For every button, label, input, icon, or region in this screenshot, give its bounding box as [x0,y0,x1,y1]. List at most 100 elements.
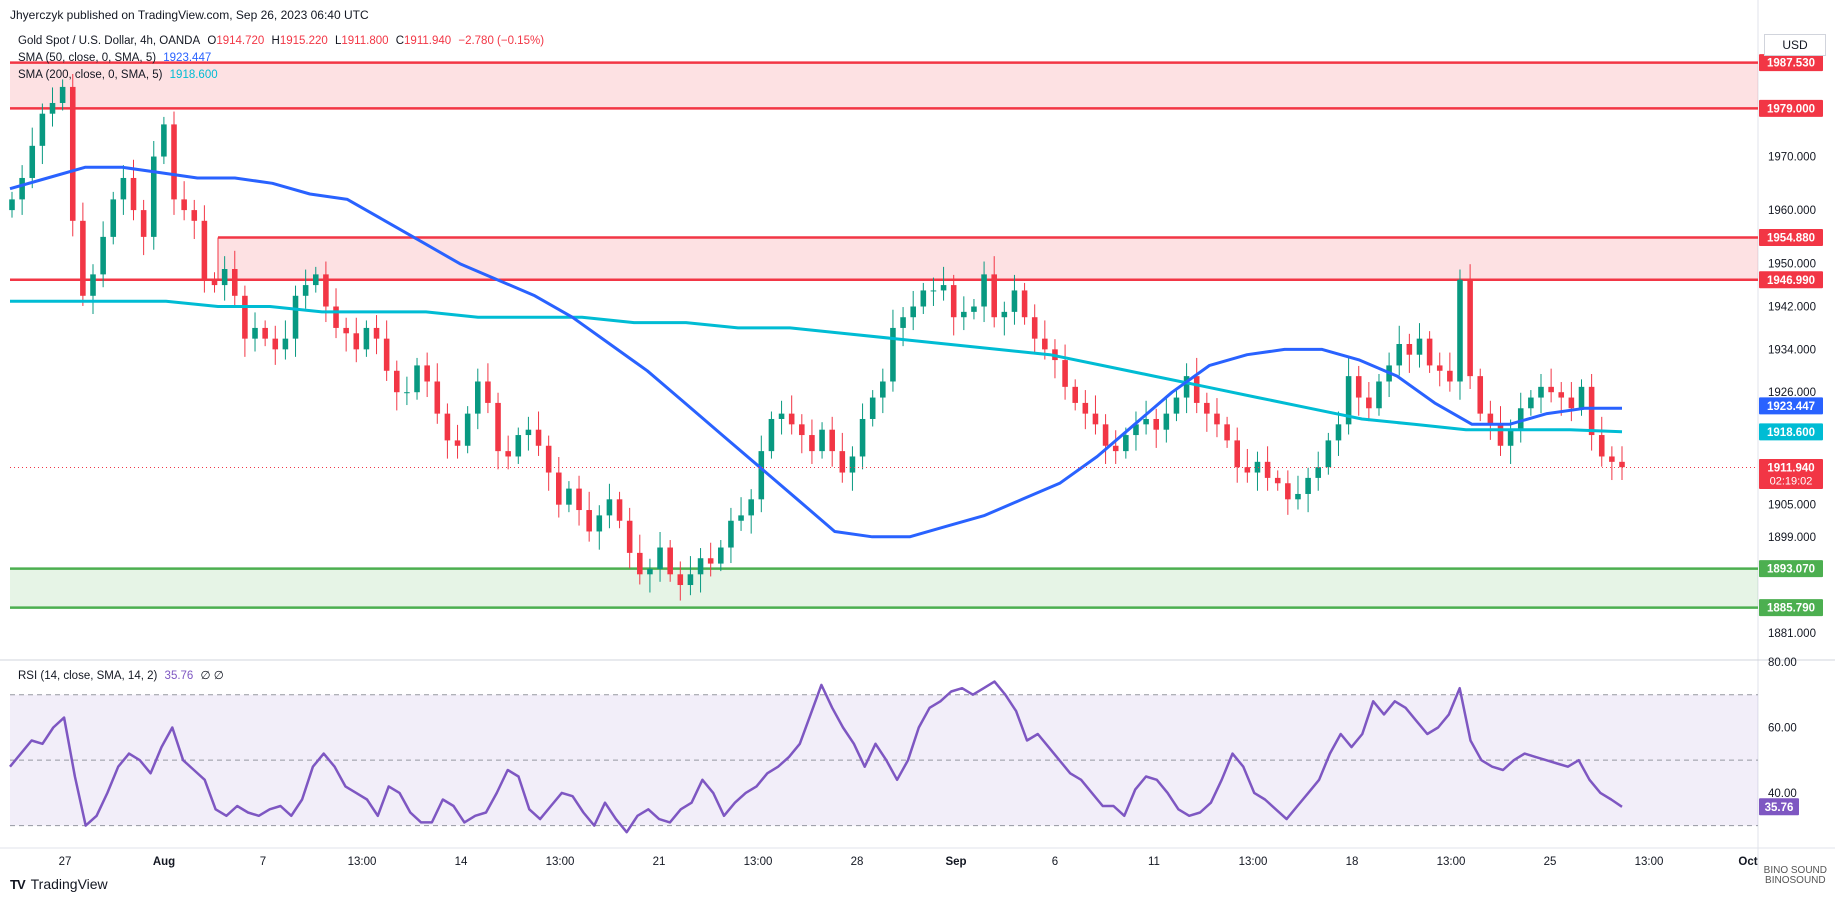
candle-body-127 [1295,493,1301,500]
candle-body-13 [140,210,147,237]
candle-body-98 [1001,311,1008,318]
candle-body-155 [1578,386,1585,409]
candle-body-82 [839,451,846,473]
price-tick-0: 1970.000 [1768,152,1816,164]
candle-body-16 [171,124,177,200]
candle-body-21 [221,269,228,286]
time-tick-7: 13:00 [744,856,773,868]
candle-body-135 [1376,381,1382,409]
price-badge-resistance-1: 1979.000 [1759,99,1823,117]
candle-body-30 [312,274,319,286]
rsi-tick-1: 60.00 [1768,722,1797,734]
sma50-label: SMA (50, close, 0, SMA, 5) [18,52,157,64]
candle-body-66 [677,574,684,586]
candle-body-126 [1285,483,1291,500]
sma200-line [10,299,1623,434]
candle-body-24 [252,327,258,339]
candle-body-56 [576,488,582,511]
sma50-value: 1923.447 [163,52,212,64]
sma200-value: 1918.600 [169,69,218,81]
candle-body-154 [1568,397,1575,409]
ohlc-low: L1911.800 [334,35,389,47]
candle-body-120 [1224,424,1230,441]
candle-body-70 [718,547,724,564]
candle-body-72 [738,515,744,521]
sma50-legend[interactable]: SMA (50, close, 0, SMA, 5) 1923.447 [18,52,215,64]
candle-body-38 [393,370,400,393]
candle-body-27 [282,338,289,350]
candle-body-68 [697,558,704,575]
candle-body-17 [181,199,187,211]
candle-body-94 [961,311,967,318]
price-tick-4: 1934.000 [1768,344,1816,356]
time-tick-4: 14 [455,856,468,868]
svg-text:1885.790: 1885.790 [1767,603,1815,615]
time-tick-5: 13:00 [546,856,575,868]
tradingview-brand[interactable]: TV TradingView [10,876,108,892]
time-tick-12: 13:00 [1239,856,1268,868]
candle-body-114 [1163,413,1170,430]
time-tick-6: 21 [653,856,666,868]
candle-body-96 [981,274,987,307]
candle-body-15 [161,124,167,157]
sma200-legend[interactable]: SMA (200, close, 0, SMA, 5) 1918.600 [18,69,222,81]
candle-body-93 [950,285,957,318]
candle-body-57 [586,510,592,532]
time-tick-13: 18 [1346,856,1359,868]
symbol-legend: Gold Spot / U.S. Dollar, 4h, OANDA O1914… [18,35,548,47]
time-tick-3: 13:00 [348,856,377,868]
candle-body-78 [799,424,805,436]
candle-body-87 [890,327,896,382]
candle-body-141 [1436,365,1443,371]
svg-text:35.76: 35.76 [1765,802,1794,814]
candle-body-37 [383,338,390,371]
candle-body-31 [323,274,329,307]
candle-body-149 [1517,408,1524,430]
candle-body-106 [1082,402,1089,414]
candle-body-47 [485,381,491,403]
candle-body-4 [49,102,56,114]
svg-text:1918.600: 1918.600 [1767,427,1815,439]
candle-body-25 [262,327,268,339]
candle-body-0 [9,199,15,211]
candle-body-69 [707,558,714,564]
candle-body-12 [130,177,137,211]
candle-body-48 [495,402,501,452]
candle-body-91 [930,290,937,292]
candle-body-35 [363,327,370,350]
rsi-label: RSI (14, close, SMA, 14, 2) [18,670,158,682]
candle-body-152 [1548,386,1554,393]
time-tick-0: 27 [59,856,72,868]
price-tick-6: 1905.000 [1768,500,1816,512]
candle-body-3 [39,113,46,146]
candle-body-97 [991,274,997,318]
candle-body-159 [1619,461,1625,468]
candle-body-18 [191,210,198,221]
candle-body-83 [849,456,856,473]
candle-body-109 [1112,445,1119,452]
candle-body-67 [687,574,694,586]
candle-body-100 [1021,290,1028,318]
candle-body-54 [556,472,562,505]
candle-body-140 [1426,338,1433,366]
rsi-extra: ∅ ∅ [200,670,224,682]
candle-body-112 [1143,418,1149,425]
candle-body-80 [819,429,825,452]
time-tick-8: 28 [851,856,864,868]
currency-selector[interactable]: USD [1764,34,1826,56]
candle-body-137 [1396,344,1403,366]
candle-body-148 [1507,429,1514,446]
binosound-watermark: BINO SOUND BINOSOUND [1764,866,1827,886]
candle-body-75 [768,418,775,452]
rsi-badge: 35.76 [1759,798,1799,816]
zone-resistance-1 [218,237,1758,280]
svg-text:1946.990: 1946.990 [1767,275,1815,287]
svg-text:1911.940: 1911.940 [1767,463,1814,475]
candle-body-139 [1416,338,1423,355]
candle-body-102 [1042,338,1048,350]
svg-text:1893.070: 1893.070 [1767,564,1815,576]
candle-body-125 [1274,477,1281,484]
candle-body-116 [1183,376,1190,398]
rsi-legend[interactable]: RSI (14, close, SMA, 14, 2) 35.76 ∅ ∅ [18,668,228,682]
